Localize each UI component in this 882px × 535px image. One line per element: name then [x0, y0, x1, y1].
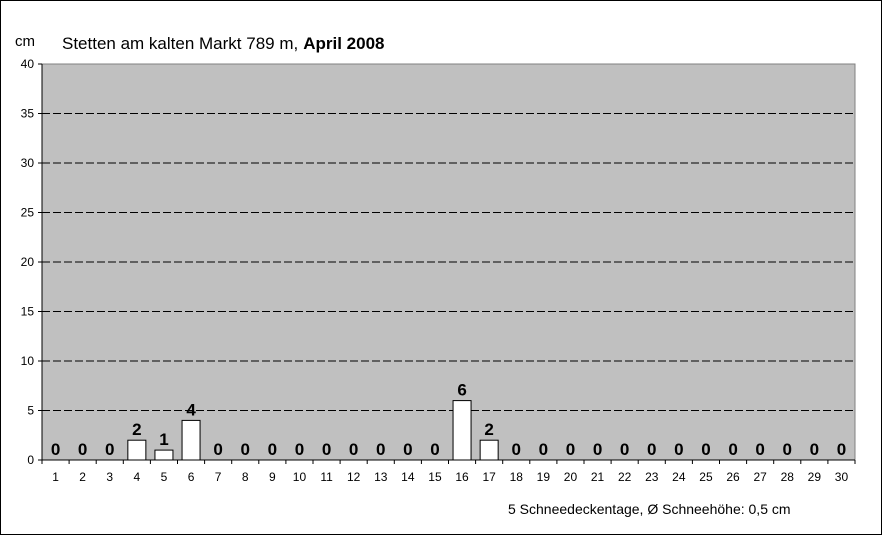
data-label: 0 — [376, 440, 385, 459]
data-label: 4 — [186, 400, 196, 419]
data-label: 0 — [783, 440, 792, 459]
x-tick-label: 2 — [79, 470, 86, 484]
x-tick-label: 18 — [510, 470, 524, 484]
x-tick-label: 10 — [293, 470, 307, 484]
data-label: 0 — [674, 440, 683, 459]
x-tick-label: 27 — [753, 470, 767, 484]
data-label: 0 — [349, 440, 358, 459]
y-tick-label: 35 — [21, 107, 35, 121]
data-label: 6 — [457, 381, 466, 400]
bar — [154, 449, 174, 461]
bar — [181, 419, 201, 461]
data-label: 0 — [105, 440, 114, 459]
summary-text: 5 Schneedeckentage, Ø Schneehöhe: 0,5 cm — [508, 501, 791, 517]
data-label: 0 — [78, 440, 87, 459]
bar — [479, 439, 499, 461]
x-tick-label: 23 — [645, 470, 659, 484]
data-label: 0 — [647, 440, 656, 459]
y-tick-label: 20 — [21, 255, 35, 269]
x-tick-label: 19 — [537, 470, 551, 484]
data-label: 0 — [512, 440, 521, 459]
x-tick-label: 13 — [374, 470, 388, 484]
data-label: 0 — [837, 440, 846, 459]
y-tick-label: 15 — [21, 305, 35, 319]
x-tick-label: 6 — [188, 470, 195, 484]
y-tick-label: 0 — [27, 453, 34, 467]
x-tick-label: 14 — [401, 470, 415, 484]
data-label: 0 — [213, 440, 222, 459]
chart-title: Stetten am kalten Markt 789 m, April 2008 — [62, 34, 384, 53]
x-tick-label: 29 — [808, 470, 822, 484]
data-label: 0 — [701, 440, 710, 459]
data-label: 0 — [539, 440, 548, 459]
x-tick-label: 15 — [428, 470, 442, 484]
x-tick-label: 5 — [161, 470, 168, 484]
data-label: 0 — [51, 440, 60, 459]
x-tick-label: 3 — [106, 470, 113, 484]
data-label: 1 — [159, 430, 168, 449]
x-tick-label: 7 — [215, 470, 222, 484]
data-label: 0 — [593, 440, 602, 459]
data-label: 0 — [295, 440, 304, 459]
y-tick-label: 10 — [21, 354, 35, 368]
data-label: 0 — [620, 440, 629, 459]
data-label: 0 — [728, 440, 737, 459]
data-label: 0 — [268, 440, 277, 459]
x-tick-label: 28 — [781, 470, 795, 484]
title-location: Stetten am kalten Markt 789 m, — [62, 34, 298, 53]
y-tick-label: 40 — [21, 57, 35, 71]
data-label: 2 — [132, 420, 141, 439]
data-label: 0 — [810, 440, 819, 459]
x-tick-label: 30 — [835, 470, 849, 484]
x-tick-label: 8 — [242, 470, 249, 484]
x-tick-label: 24 — [672, 470, 686, 484]
x-tick-label: 17 — [482, 470, 496, 484]
x-tick-label: 11 — [320, 470, 333, 484]
data-label: 2 — [484, 420, 493, 439]
x-tick-label: 16 — [455, 470, 469, 484]
y-axis-unit: cm — [15, 33, 35, 50]
x-tick-label: 21 — [591, 470, 605, 484]
y-tick-label: 25 — [21, 206, 35, 220]
bar — [127, 439, 147, 461]
data-label: 0 — [566, 440, 575, 459]
y-tick-label: 30 — [21, 156, 35, 170]
y-tick-label: 5 — [27, 404, 34, 418]
x-tick-label: 1 — [52, 470, 59, 484]
data-label: 0 — [241, 440, 250, 459]
x-tick-label: 12 — [347, 470, 361, 484]
x-tick-label: 4 — [134, 470, 141, 484]
bar — [452, 400, 472, 461]
data-label: 0 — [755, 440, 764, 459]
x-tick-label: 20 — [564, 470, 578, 484]
data-label: 0 — [322, 440, 331, 459]
title-month: April 2008 — [303, 34, 384, 53]
data-label: 0 — [403, 440, 412, 459]
data-label: 0 — [430, 440, 439, 459]
x-tick-label: 9 — [269, 470, 276, 484]
x-tick-label: 25 — [699, 470, 713, 484]
x-tick-label: 22 — [618, 470, 632, 484]
x-tick-label: 26 — [726, 470, 740, 484]
